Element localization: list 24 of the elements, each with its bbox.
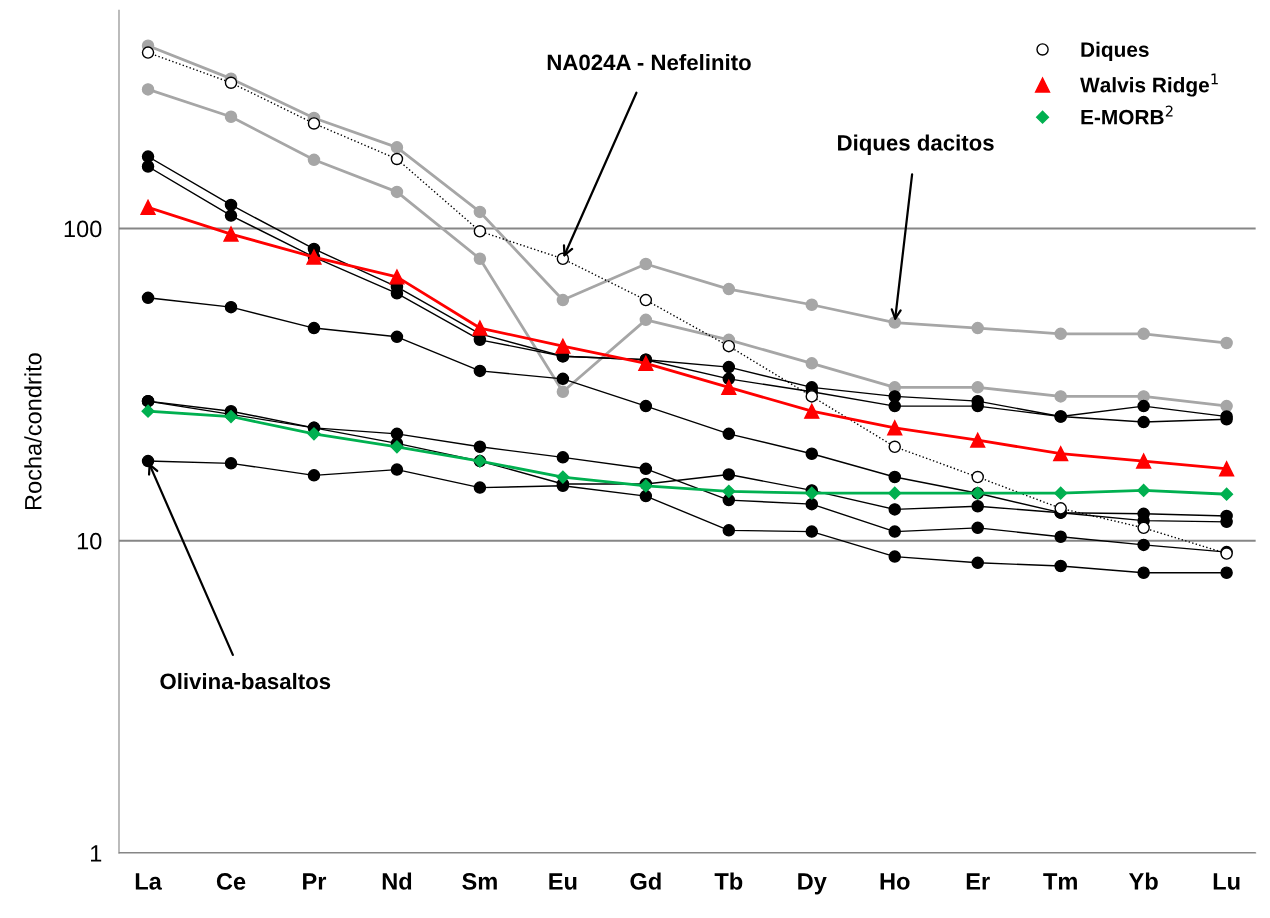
x-tick-label: Ho [880,873,910,890]
y-axis-title: Rocha/condrito [24,353,42,510]
x-tick-label: Pr [303,873,327,890]
y-tick-label: 10 [77,532,102,550]
x-tick-label: Er [966,873,990,890]
annotation: NA024A - Nefelinito [547,53,751,71]
legend-label: E-MORB$^{2}$ [1081,105,1173,125]
x-tick-label: La [135,873,162,890]
legend-label: Walvis Ridge$^{1}$ [1080,73,1218,97]
x-tick-label: Gd [630,872,661,890]
x-tick-label: Tm [1043,873,1077,890]
x-tick-label: Sm [462,873,497,890]
annotation: Olivina-basaltos [160,672,331,690]
annotation: Diques dacitos [838,134,994,156]
x-tick-label: Yb [1128,872,1158,890]
y-tick-label: 1 [91,845,102,862]
legend-label: Diques [1081,41,1149,62]
x-tick-label: Ce [216,873,246,890]
x-tick-label: Eu [549,873,577,890]
x-tick-label: Tb [714,872,743,890]
y-tick-label: 100 [64,220,102,238]
x-tick-label: Dy [798,873,827,895]
x-tick-label: Nd [382,872,412,890]
x-tick-label: Lu [1213,873,1240,890]
